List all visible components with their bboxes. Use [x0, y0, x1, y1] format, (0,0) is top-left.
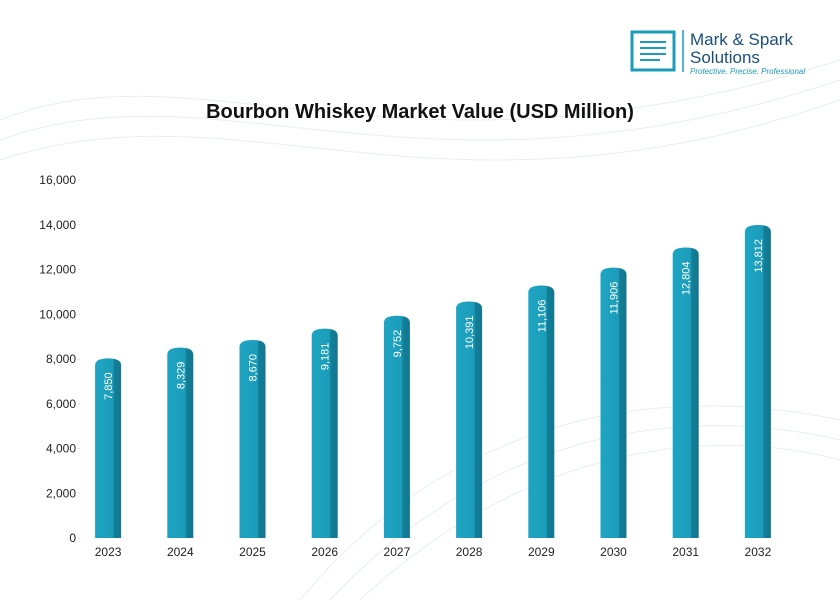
x-tick-label: 2030: [600, 545, 627, 559]
y-tick-label: 14,000: [39, 218, 76, 232]
value-label: 9,752: [392, 330, 404, 358]
value-label: 8,329: [175, 362, 187, 390]
bar: [600, 267, 627, 538]
y-tick-label: 2,000: [46, 486, 76, 500]
value-label: 7,850: [103, 372, 115, 400]
logo-name: Mark & Spark: [690, 30, 793, 49]
bar: [383, 315, 410, 538]
value-label: 10,391: [464, 316, 476, 350]
x-tick-label: 2027: [384, 545, 411, 559]
y-tick-label: 0: [69, 531, 76, 545]
x-tick-label: 2031: [672, 545, 699, 559]
y-tick-label: 12,000: [39, 263, 76, 277]
logo: Mark & Spark Solutions Protective. Preci…: [630, 30, 805, 76]
y-tick-label: 8,000: [46, 352, 76, 366]
bar: [95, 358, 122, 538]
y-tick-label: 16,000: [39, 173, 76, 187]
value-label: 11,106: [536, 300, 548, 333]
bar: [167, 347, 194, 538]
bar: [528, 285, 555, 538]
y-tick-label: 10,000: [39, 307, 76, 321]
x-tick-label: 2024: [167, 545, 194, 559]
logo-name: Solutions: [690, 48, 760, 67]
value-label: 13,812: [753, 239, 765, 273]
y-tick-label: 6,000: [46, 397, 76, 411]
bar: [672, 247, 699, 538]
x-tick-label: 2026: [311, 545, 338, 559]
value-label: 12,804: [681, 262, 693, 296]
y-tick-label: 4,000: [46, 442, 76, 456]
x-tick-label: 2029: [528, 545, 555, 559]
x-tick-label: 2032: [745, 545, 772, 559]
chart-title: Bourbon Whiskey Market Value (USD Millio…: [206, 101, 634, 123]
x-tick-label: 2023: [95, 545, 122, 559]
bar: [311, 328, 338, 538]
logo-icon: [630, 30, 676, 72]
bar: [239, 340, 266, 538]
logo-tagline: Protective. Precise. Professional: [690, 67, 805, 76]
bar: [456, 301, 483, 538]
value-label: 8,670: [248, 354, 260, 382]
x-tick-label: 2025: [239, 545, 266, 559]
bar: [744, 224, 771, 539]
value-label: 9,181: [320, 343, 332, 371]
value-label: 11,906: [609, 282, 621, 315]
x-tick-label: 2028: [456, 545, 483, 559]
background-waves: [0, 59, 840, 601]
